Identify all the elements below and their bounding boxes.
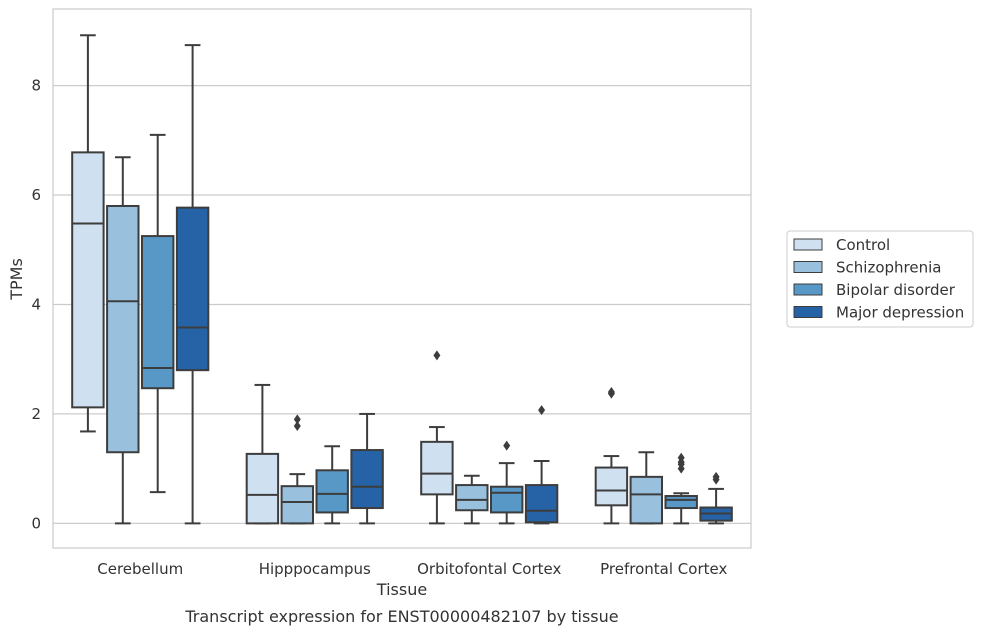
- box-bipolar-disorder: [315, 445, 349, 525]
- box-iqr: [140, 235, 175, 390]
- box-control: [71, 34, 105, 433]
- plot-area-frame: [52, 8, 752, 549]
- x-tick-label: Prefrontal Cortex: [600, 560, 727, 578]
- legend-label: Schizophrenia: [836, 259, 941, 277]
- x-tick-labels: Cerebellum Hipppocampus Orbitofontal Corte…: [97, 560, 727, 578]
- outlier-point: [607, 387, 615, 398]
- legend: Control Schizophrenia Bipolar disorder Majo…: [786, 230, 974, 328]
- box-iqr: [455, 484, 489, 512]
- outlier-point: [712, 471, 720, 482]
- box-major-depression: [524, 405, 559, 525]
- chart-caption: Transcript expression for ENST0000048210…: [184, 607, 618, 626]
- y-tick-label: 8: [31, 77, 41, 95]
- legend-label: Control: [836, 236, 890, 254]
- legend-label: Bipolar disorder: [836, 281, 956, 299]
- legend-swatch: [793, 261, 823, 273]
- box-schizophrenia: [280, 414, 315, 525]
- legend-swatch: [793, 283, 823, 296]
- x-tick-label: Hipppocampus: [259, 560, 371, 578]
- box-major-depression: [175, 44, 210, 525]
- box-iqr: [629, 475, 664, 525]
- box-control: [594, 387, 629, 525]
- y-tick-label: 0: [31, 514, 41, 532]
- y-tick-label: 6: [31, 186, 41, 204]
- outlier-point: [503, 440, 511, 451]
- box-iqr: [594, 466, 629, 507]
- outlier-point: [538, 405, 546, 416]
- box-iqr: [420, 440, 454, 496]
- outlier-point: [433, 350, 441, 361]
- legend-items: Control Schizophrenia Bipolar disorder Majo…: [793, 236, 964, 322]
- box-schizophrenia: [455, 474, 489, 525]
- y-tick-labels: 0 2 4 6 8: [31, 77, 41, 533]
- legend-label: Major depression: [836, 304, 964, 322]
- outlier-point: [293, 420, 301, 431]
- y-axis-label: TPMs: [7, 258, 26, 301]
- y-tick-label: 2: [31, 405, 41, 423]
- box-iqr: [664, 495, 698, 510]
- box-iqr: [524, 484, 559, 524]
- box-bipolar-disorder: [140, 133, 175, 494]
- box-major-depression: [699, 471, 733, 525]
- box-iqr: [106, 204, 140, 454]
- box-iqr: [175, 206, 210, 372]
- box-bipolar-disorder: [664, 452, 698, 525]
- box-major-depression: [350, 412, 384, 525]
- box-control: [420, 350, 454, 525]
- box-iqr: [350, 449, 384, 510]
- box-iqr: [280, 485, 315, 525]
- outlier-point: [677, 452, 685, 463]
- x-tick-label: Cerebellum: [97, 560, 183, 578]
- outlier-point: [293, 414, 301, 425]
- x-tick-label: Orbitofontal Cortex: [417, 560, 561, 578]
- box-iqr: [245, 452, 280, 525]
- legend-frame: [786, 230, 974, 328]
- box-iqr: [315, 469, 349, 514]
- box-iqr: [489, 485, 524, 514]
- box-iqr: [71, 151, 105, 409]
- y-tick-label: 4: [31, 295, 41, 313]
- box-schizophrenia: [629, 451, 664, 525]
- x-axis-label: Tissue: [376, 580, 427, 599]
- box-schizophrenia: [106, 156, 140, 525]
- legend-swatch: [793, 238, 823, 251]
- box-control: [245, 383, 280, 525]
- legend-swatch: [793, 306, 823, 318]
- box-bipolar-disorder: [489, 440, 524, 525]
- boxes: [71, 34, 733, 525]
